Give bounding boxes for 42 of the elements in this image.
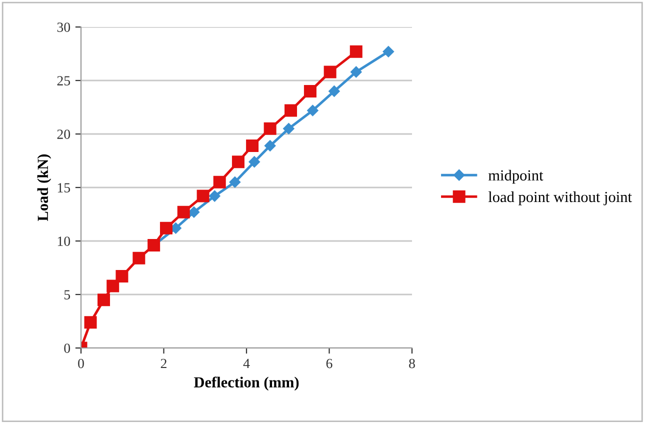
y-tick-label: 5 [64, 290, 70, 300]
point [116, 270, 128, 283]
point [213, 176, 226, 188]
point [283, 123, 294, 134]
point [209, 190, 220, 202]
y-tick-label: 10 [58, 236, 70, 246]
x-tick-label: 6 [326, 358, 332, 368]
point [106, 280, 120, 292]
point [160, 222, 172, 234]
legend-label: midpoint [488, 170, 544, 184]
point [350, 45, 362, 58]
point [350, 66, 362, 78]
point [84, 316, 97, 329]
point [188, 206, 200, 218]
point [196, 190, 210, 202]
x-tick-label: 0 [78, 358, 84, 368]
point [328, 86, 340, 97]
point [232, 156, 244, 168]
point [248, 156, 260, 168]
x-tick-label: 4 [243, 358, 250, 368]
point [264, 122, 276, 135]
point [382, 46, 394, 58]
y-tick-label: 25 [57, 76, 70, 86]
point [246, 140, 259, 152]
legend-label: load point without joint [488, 191, 632, 206]
y-tick-label: 15 [58, 183, 70, 192]
point [307, 104, 318, 116]
point [304, 84, 316, 98]
y-tick-label: 20 [57, 130, 70, 139]
point [98, 294, 110, 306]
point [132, 252, 146, 264]
point [324, 66, 336, 78]
point [264, 140, 276, 152]
point [284, 104, 298, 117]
point [177, 206, 190, 218]
point [229, 176, 241, 188]
y-tick-label: 30 [57, 22, 70, 32]
y-tick-label: 0 [64, 344, 70, 353]
x-tick-label: 8 [409, 358, 415, 368]
y-axis-title: Load (kN) [37, 154, 52, 221]
x-tick-label: 2 [160, 358, 166, 368]
x-axis-title: Deflection (mm) [194, 376, 299, 391]
